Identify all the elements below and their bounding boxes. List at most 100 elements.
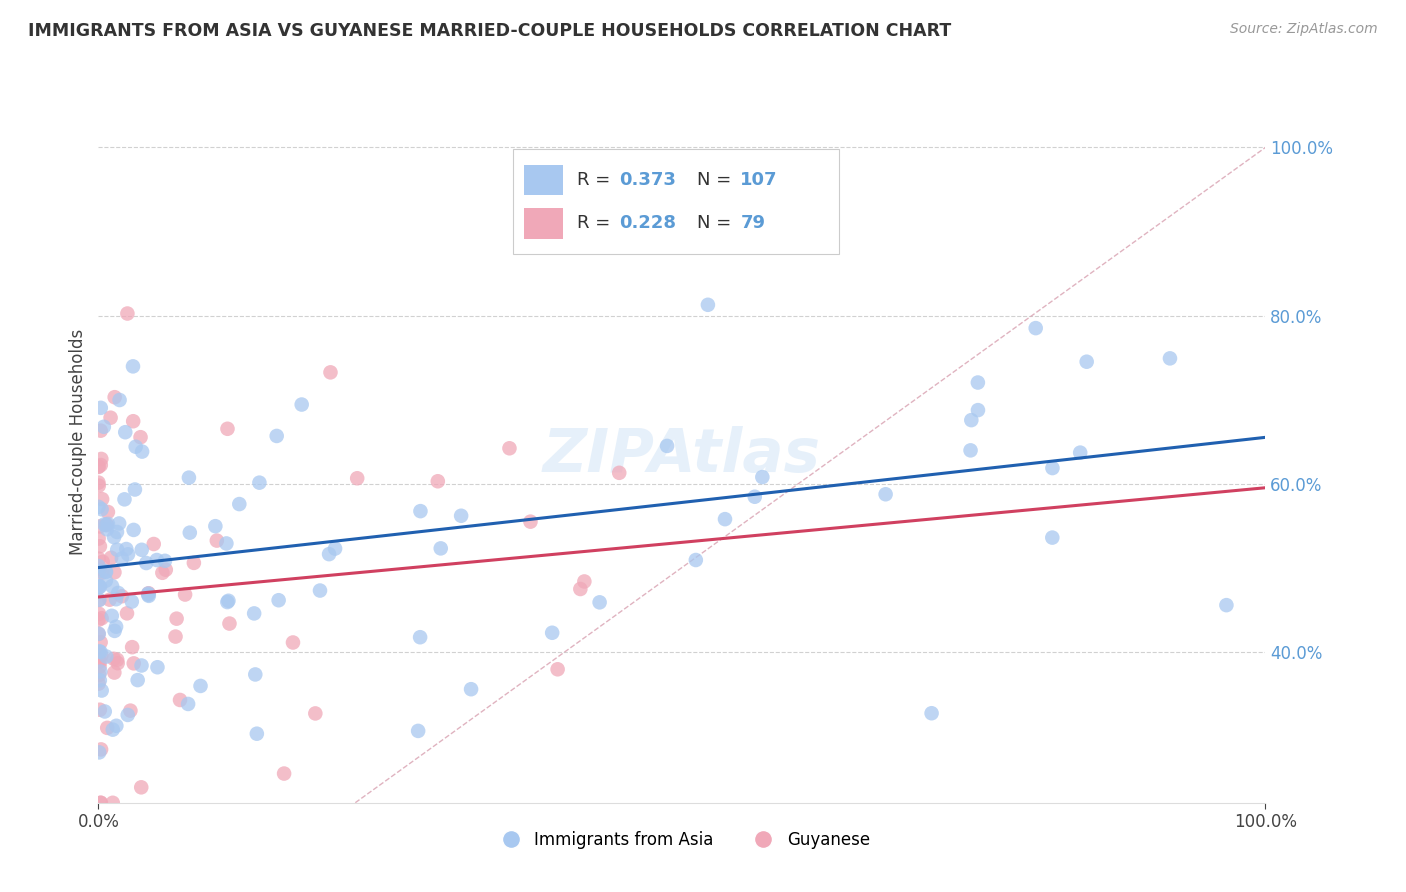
Point <box>87 676 110 690</box>
Point <box>1069 445 1091 459</box>
Point <box>89 673 111 688</box>
Point <box>90 796 112 810</box>
Point <box>87 646 110 660</box>
Point <box>121 594 143 608</box>
Point <box>89 644 111 658</box>
Point <box>94 565 117 579</box>
Point <box>217 594 239 608</box>
Point <box>569 582 592 596</box>
Point <box>136 586 159 600</box>
Point <box>103 530 125 544</box>
Point <box>87 593 110 607</box>
Point <box>177 470 200 484</box>
Point <box>960 413 983 427</box>
Point <box>155 563 177 577</box>
Point <box>89 580 111 594</box>
Point <box>105 719 128 733</box>
Point <box>96 522 118 536</box>
Point <box>90 611 112 625</box>
Point <box>96 721 118 735</box>
Point <box>90 566 112 580</box>
Point <box>98 592 121 607</box>
Point <box>87 478 110 492</box>
Point <box>751 470 773 484</box>
Point <box>125 440 148 454</box>
Point <box>165 630 187 644</box>
Point <box>100 550 122 565</box>
Point <box>966 376 988 390</box>
Point <box>1040 531 1063 545</box>
Point <box>87 562 110 576</box>
Point <box>91 555 114 569</box>
Point <box>91 492 114 507</box>
Legend: Immigrants from Asia, Guyanese: Immigrants from Asia, Guyanese <box>488 824 876 856</box>
Text: 0.373: 0.373 <box>619 171 676 189</box>
Point <box>249 475 271 490</box>
Point <box>273 766 295 780</box>
Point <box>547 662 569 676</box>
Point <box>101 796 124 810</box>
Point <box>215 536 238 550</box>
Point <box>101 579 124 593</box>
Point <box>138 589 160 603</box>
Point <box>323 541 346 556</box>
Point <box>574 574 596 589</box>
Point <box>1215 598 1237 612</box>
Point <box>108 392 131 407</box>
Point <box>103 566 125 580</box>
Point <box>744 490 766 504</box>
Point <box>90 645 112 659</box>
Point <box>87 475 110 490</box>
Point <box>114 425 136 440</box>
Point <box>89 592 111 607</box>
Point <box>90 458 112 472</box>
Point <box>87 459 110 474</box>
Point <box>959 443 981 458</box>
Point <box>607 466 630 480</box>
Point <box>96 649 118 664</box>
Point <box>131 444 153 458</box>
Point <box>115 607 138 621</box>
Point <box>460 682 482 697</box>
Point <box>169 693 191 707</box>
Point <box>150 566 173 580</box>
Point <box>146 553 169 567</box>
Point <box>205 533 228 548</box>
Point <box>217 595 239 609</box>
Point <box>87 551 110 566</box>
Point <box>304 706 326 721</box>
FancyBboxPatch shape <box>513 149 839 253</box>
Point <box>346 471 368 485</box>
Point <box>217 422 239 436</box>
Point <box>246 727 269 741</box>
Point <box>409 630 432 644</box>
Point <box>94 705 117 719</box>
Text: ZIPAtlas: ZIPAtlas <box>543 426 821 485</box>
Point <box>117 547 139 561</box>
Point <box>87 654 110 668</box>
Point <box>318 547 340 561</box>
Point <box>90 742 112 756</box>
Point <box>174 588 197 602</box>
Point <box>426 475 449 489</box>
Point <box>105 524 128 539</box>
Point <box>409 504 432 518</box>
Point <box>319 365 342 379</box>
Point <box>90 452 112 467</box>
Point <box>100 410 122 425</box>
Point <box>714 512 737 526</box>
Point <box>108 516 131 531</box>
Point <box>267 593 290 607</box>
Point <box>138 586 160 600</box>
Point <box>105 592 128 607</box>
Point <box>97 505 120 519</box>
Text: IMMIGRANTS FROM ASIA VS GUYANESE MARRIED-COUPLE HOUSEHOLDS CORRELATION CHART: IMMIGRANTS FROM ASIA VS GUYANESE MARRIED… <box>28 22 952 40</box>
Point <box>101 723 124 737</box>
Point <box>266 429 288 443</box>
Text: 107: 107 <box>741 171 778 189</box>
Point <box>117 708 139 723</box>
Point <box>124 483 146 497</box>
Point <box>90 635 112 649</box>
Point <box>105 620 128 634</box>
Point <box>87 627 110 641</box>
